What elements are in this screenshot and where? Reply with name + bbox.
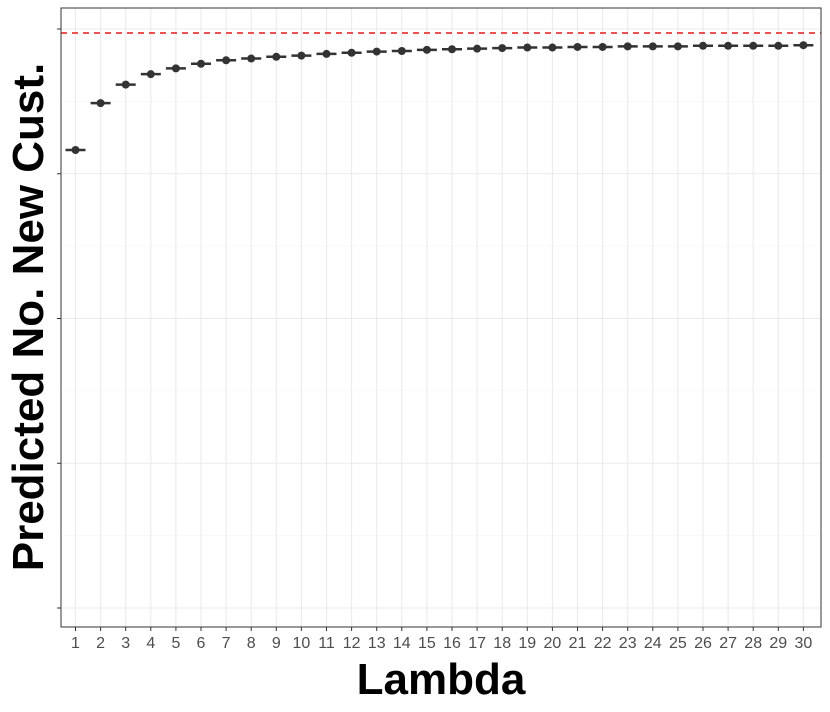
data-point-17 xyxy=(473,44,482,53)
x-tick-label-10: 10 xyxy=(293,635,311,652)
data-point-18 xyxy=(498,44,507,53)
x-tick-label-24: 24 xyxy=(644,635,662,652)
x-axis-title: Lambda xyxy=(357,655,526,704)
x-tick-label-22: 22 xyxy=(594,635,612,652)
x-tick-label-19: 19 xyxy=(518,635,536,652)
data-point-19 xyxy=(523,43,532,52)
data-point-8 xyxy=(247,54,256,63)
data-point-23 xyxy=(623,42,632,51)
data-point-22 xyxy=(598,42,607,51)
data-point-13 xyxy=(372,47,381,56)
x-tick-label-30: 30 xyxy=(795,635,813,652)
x-tick-label-26: 26 xyxy=(694,635,712,652)
x-tick-label-5: 5 xyxy=(171,635,180,652)
data-point-28 xyxy=(749,41,758,50)
x-tick-label-13: 13 xyxy=(368,635,386,652)
data-point-30 xyxy=(799,41,808,50)
data-point-3 xyxy=(121,80,130,89)
x-axis-tick-labels: 1 2 3 4 5 6 7 8 9 10 11 12 13 14 15 16 17 18 19 20 21 22 23 24 2… xyxy=(71,635,812,652)
data-point-1 xyxy=(71,146,80,155)
x-tick-label-21: 21 xyxy=(569,635,587,652)
x-tick-label-23: 23 xyxy=(619,635,637,652)
data-point-16 xyxy=(448,45,456,54)
x-tick-label-27: 27 xyxy=(719,635,737,652)
data-points xyxy=(65,41,814,155)
x-tick-label-28: 28 xyxy=(744,635,762,652)
x-tick-label-20: 20 xyxy=(544,635,562,652)
data-point-20 xyxy=(548,43,557,52)
x-tick-label-18: 18 xyxy=(493,635,511,652)
x-tick-label-8: 8 xyxy=(247,635,256,652)
x-tick-label-12: 12 xyxy=(343,635,361,652)
data-point-21 xyxy=(573,42,582,51)
x-tick-label-17: 17 xyxy=(468,635,486,652)
data-point-4 xyxy=(146,70,155,79)
x-tick-label-14: 14 xyxy=(393,635,411,652)
grid-lines xyxy=(61,8,821,627)
data-point-11 xyxy=(322,49,331,58)
data-point-29 xyxy=(774,41,783,50)
x-tick-label-16: 16 xyxy=(443,635,461,652)
x-tick-label-15: 15 xyxy=(418,635,436,652)
plot-panel-border xyxy=(60,7,822,628)
data-point-25 xyxy=(673,42,682,51)
x-tick-label-1: 1 xyxy=(71,635,80,652)
data-point-15 xyxy=(422,45,431,54)
y-axis-ticks xyxy=(57,28,61,609)
data-point-7 xyxy=(222,56,231,65)
data-point-10 xyxy=(297,51,306,60)
data-point-24 xyxy=(648,42,657,51)
data-point-6 xyxy=(197,59,205,68)
data-point-2 xyxy=(96,99,105,108)
x-axis-ticks xyxy=(75,627,804,631)
x-tick-label-25: 25 xyxy=(669,635,687,652)
x-tick-label-9: 9 xyxy=(272,635,281,652)
plot-panel-background xyxy=(61,8,821,627)
data-point-9 xyxy=(272,52,281,61)
data-point-5 xyxy=(171,64,180,73)
x-tick-label-3: 3 xyxy=(121,635,130,652)
data-point-12 xyxy=(347,48,356,57)
x-tick-label-4: 4 xyxy=(146,635,155,652)
data-point-27 xyxy=(724,41,733,50)
x-tick-label-7: 7 xyxy=(222,635,231,652)
x-tick-label-6: 6 xyxy=(197,635,206,652)
y-axis-title: Predicted No. New Cust. xyxy=(4,63,53,572)
data-point-14 xyxy=(397,47,406,56)
data-point-26 xyxy=(699,41,707,50)
x-tick-label-2: 2 xyxy=(96,635,105,652)
x-tick-label-11: 11 xyxy=(318,635,335,652)
x-tick-label-29: 29 xyxy=(769,635,787,652)
